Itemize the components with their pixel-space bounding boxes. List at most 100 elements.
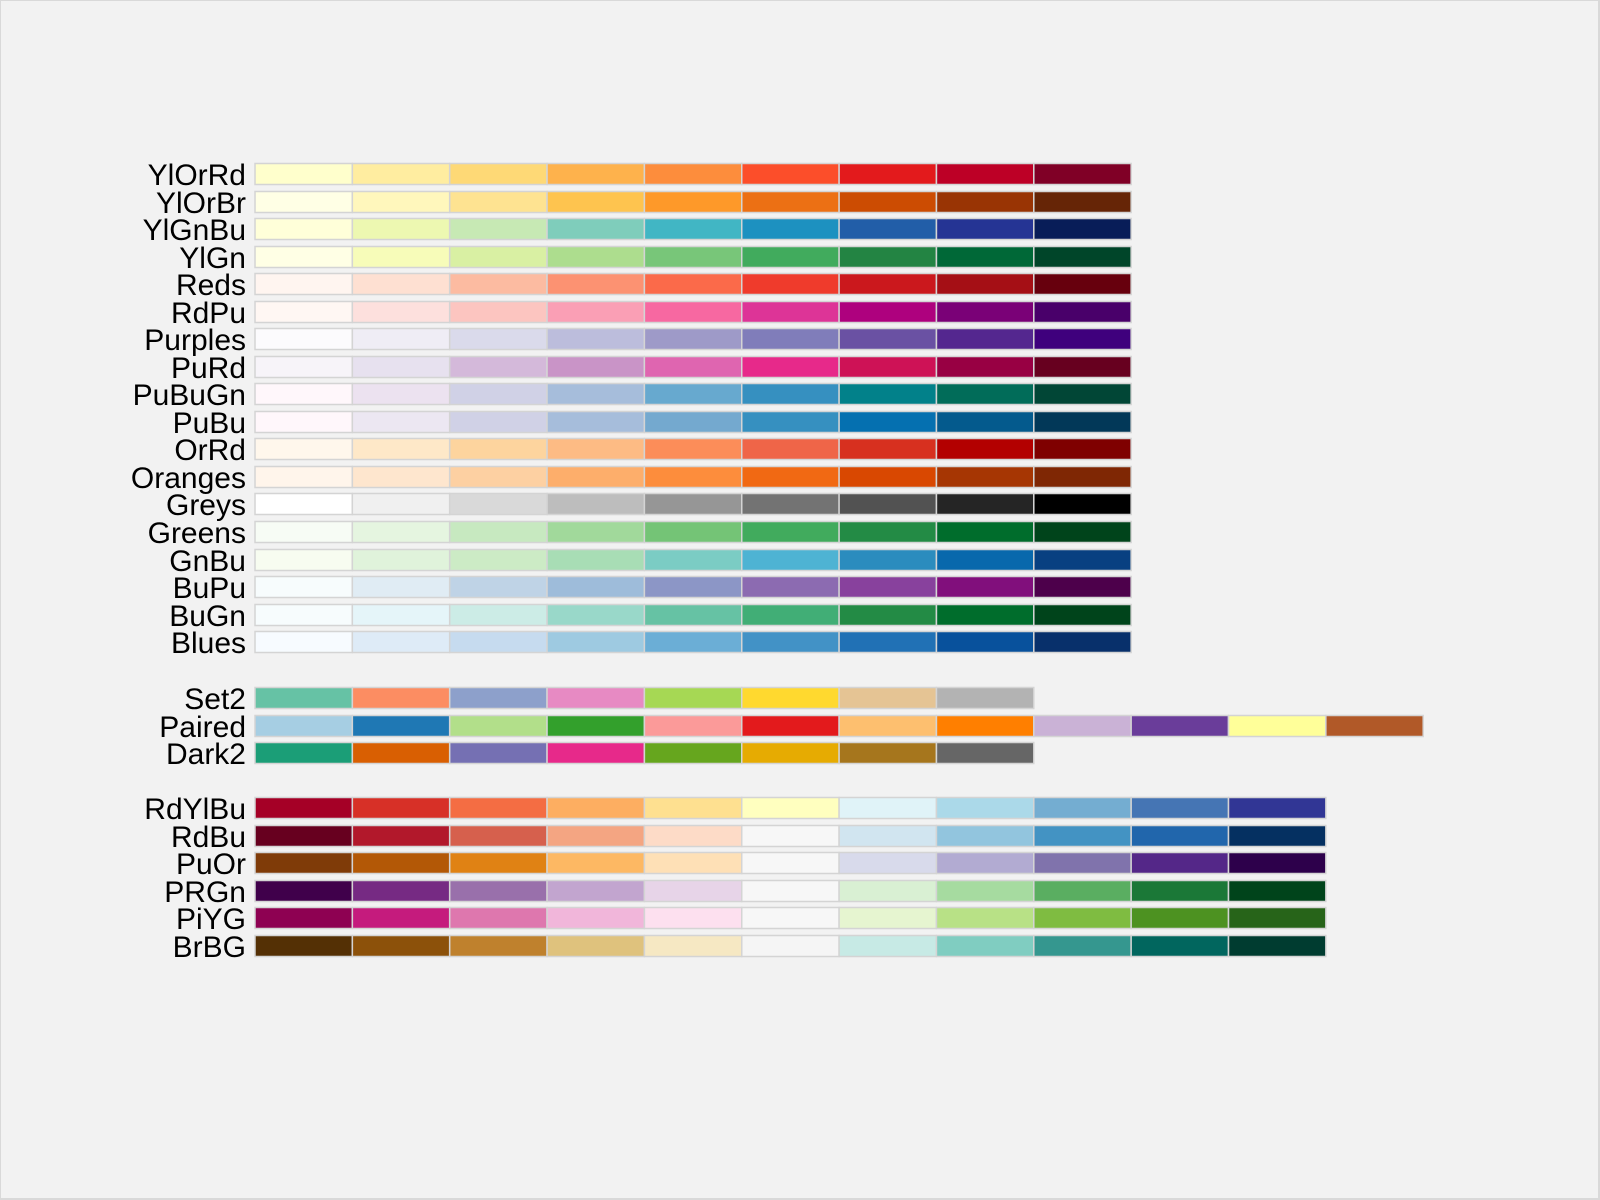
color-swatch: [1033, 630, 1132, 654]
color-swatch: [448, 934, 548, 958]
color-swatch: [448, 879, 548, 903]
color-swatch: [935, 327, 1035, 351]
color-swatch: [838, 630, 938, 654]
color-swatch: [643, 824, 743, 848]
color-swatch: [254, 492, 354, 516]
color-swatch: [1033, 796, 1132, 820]
color-swatch: [546, 714, 646, 738]
color-swatch: [546, 575, 646, 599]
color-swatch: [254, 217, 354, 241]
color-swatch: [448, 410, 548, 434]
color-swatch: [741, 796, 840, 820]
palette-row-set2: Set2: [184, 683, 1035, 716]
color-swatch: [546, 906, 646, 930]
color-swatch: [935, 686, 1035, 710]
color-swatch: [1130, 714, 1230, 738]
color-swatch: [546, 437, 646, 461]
color-swatch: [254, 162, 354, 186]
color-swatch: [448, 300, 548, 324]
color-swatch: [741, 824, 840, 848]
color-swatch: [1227, 714, 1327, 738]
color-swatch: [643, 630, 743, 654]
color-swatch: [351, 906, 451, 930]
color-swatch: [643, 520, 743, 544]
color-swatch: [1033, 355, 1132, 379]
color-swatch: [351, 465, 451, 489]
color-swatch: [838, 437, 938, 461]
color-swatch: [1033, 162, 1132, 186]
color-swatch: [741, 162, 840, 186]
color-swatch: [546, 603, 646, 627]
color-swatch: [254, 603, 354, 627]
palette-label: BrBG: [173, 931, 246, 964]
color-swatch: [546, 520, 646, 544]
palette-row-brbg: BrBG: [173, 931, 1327, 964]
color-swatch: [254, 245, 354, 269]
color-swatch: [448, 851, 548, 875]
color-swatch: [546, 686, 646, 710]
color-swatch: [643, 851, 743, 875]
color-swatch: [838, 879, 938, 903]
color-swatch: [935, 492, 1035, 516]
color-swatch: [448, 714, 548, 738]
color-swatch: [741, 548, 840, 572]
color-swatch: [254, 410, 354, 434]
color-swatch: [838, 492, 938, 516]
color-swatch: [546, 190, 646, 214]
color-swatch: [351, 382, 451, 406]
palette-row-greys: Greys: [166, 489, 1132, 522]
color-swatch: [643, 741, 743, 765]
color-swatch: [448, 575, 548, 599]
color-swatch: [1033, 934, 1132, 958]
color-swatch: [741, 300, 840, 324]
color-swatch: [838, 851, 938, 875]
color-swatch: [351, 575, 451, 599]
color-swatch: [1033, 548, 1132, 572]
color-swatch: [1227, 796, 1327, 820]
color-swatch: [448, 548, 548, 572]
palette-label: RdYlBu: [144, 793, 246, 826]
color-swatch: [448, 796, 548, 820]
color-swatch: [448, 437, 548, 461]
color-swatch: [546, 327, 646, 351]
color-swatch: [254, 272, 354, 296]
palette-row-blues: Blues: [171, 627, 1132, 660]
color-swatch: [351, 520, 451, 544]
color-swatch: [1227, 851, 1327, 875]
palette-label: Set2: [184, 683, 246, 716]
color-swatch: [741, 327, 840, 351]
color-swatch: [935, 355, 1035, 379]
palette-label: PuBuGn: [133, 379, 246, 412]
color-swatch: [935, 934, 1035, 958]
color-swatch: [741, 520, 840, 544]
color-swatch: [643, 575, 743, 599]
color-swatch: [741, 355, 840, 379]
color-swatch: [643, 327, 743, 351]
color-swatch: [448, 245, 548, 269]
color-swatch: [838, 520, 938, 544]
color-swatch: [838, 714, 938, 738]
palette-row-paired: Paired: [159, 711, 1424, 744]
color-swatch: [254, 686, 354, 710]
color-swatch: [546, 410, 646, 434]
color-swatch: [643, 879, 743, 903]
palette-row-purples: Purples: [144, 324, 1132, 357]
color-swatch: [838, 327, 938, 351]
color-swatch: [1033, 190, 1132, 214]
color-swatch: [643, 906, 743, 930]
palette-label: YlGnBu: [143, 214, 246, 247]
color-swatch: [546, 630, 646, 654]
color-swatch: [254, 714, 354, 738]
color-swatch: [448, 465, 548, 489]
color-swatch: [254, 796, 354, 820]
color-swatch: [351, 300, 451, 324]
color-swatch: [935, 575, 1035, 599]
color-swatch: [643, 272, 743, 296]
color-swatch: [351, 686, 451, 710]
color-swatch: [546, 492, 646, 516]
color-swatch: [351, 879, 451, 903]
color-swatch: [1130, 879, 1230, 903]
color-swatch: [643, 217, 743, 241]
palette-row-ylorbr: YlOrBr: [156, 187, 1132, 220]
